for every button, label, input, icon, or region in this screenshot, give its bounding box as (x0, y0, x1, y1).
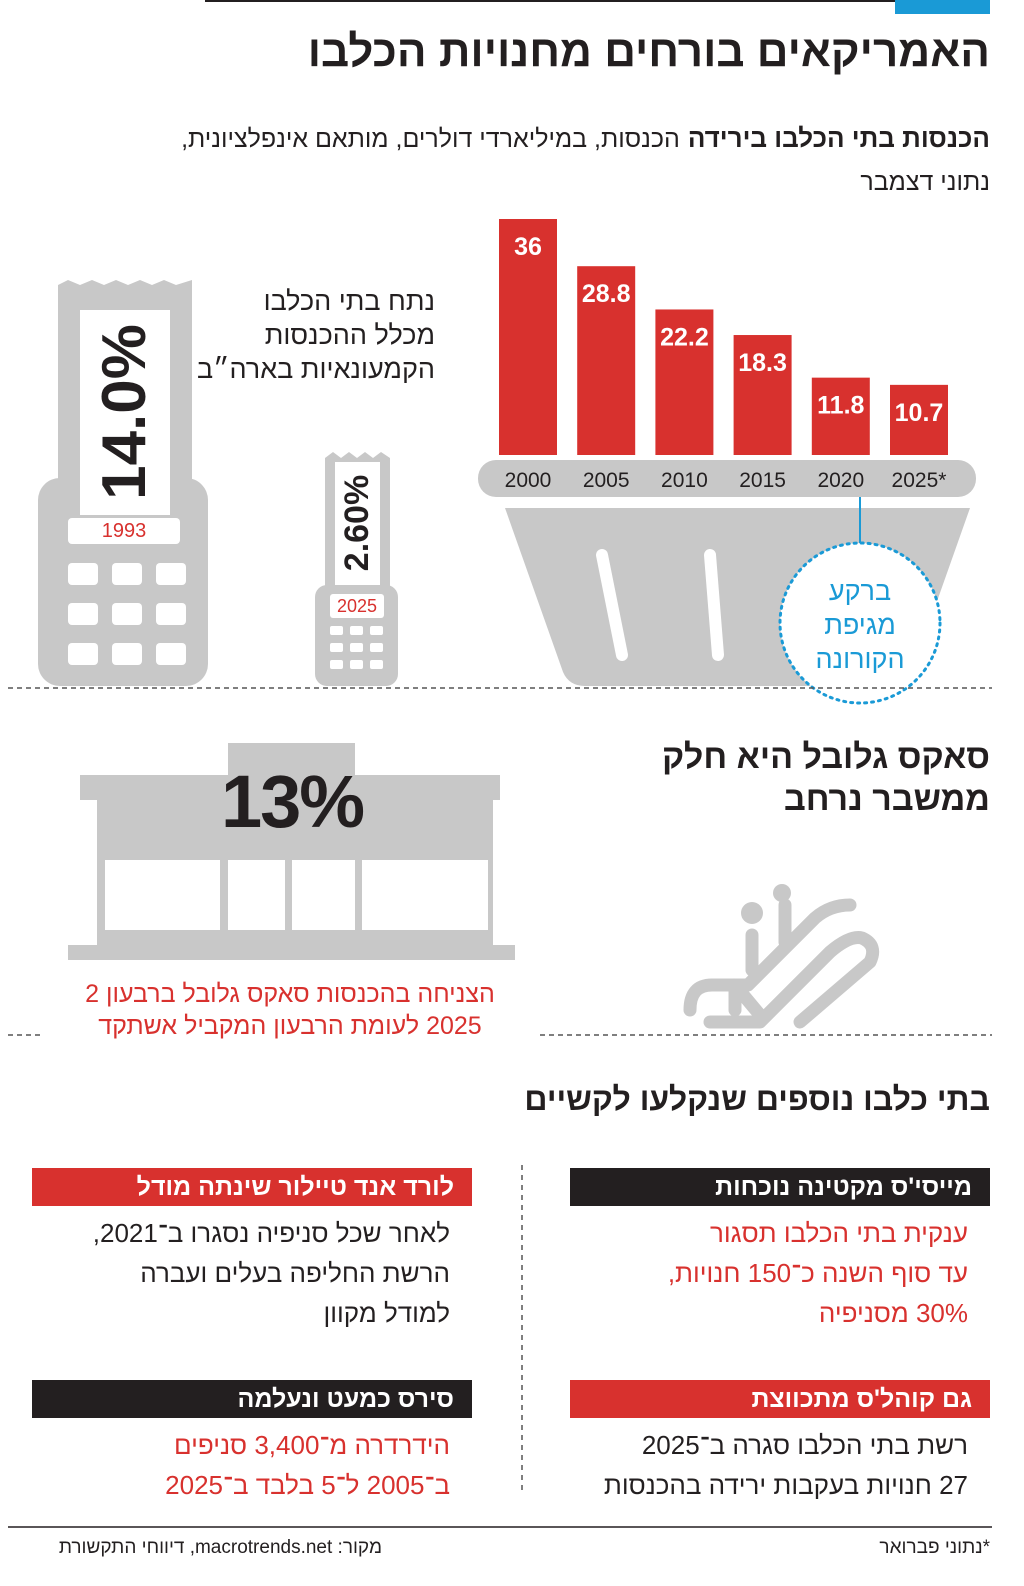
card-title: מייסי'ס מקטינה נוכחות (715, 1173, 972, 1201)
card-text: ב־2005 ל־5 בלבד ב־2025 (165, 1470, 450, 1500)
card-text: למודל מקוון (323, 1298, 450, 1328)
share-year: 2025 (336, 596, 378, 616)
card-title: לורד אנד טיילור שינתה מודל (136, 1173, 454, 1201)
card-text: ענקית בתי הכלבו תסגור (709, 1218, 968, 1248)
value-label: 22.2 (660, 323, 709, 351)
card-text: 27 חנויות בעקבות ירידה בהכנסות (603, 1470, 968, 1500)
title: האמריקאים בורחים מחנויות הכלבו (307, 27, 990, 76)
keypad-small (330, 626, 383, 669)
x-tick-label: 2010 (661, 469, 708, 492)
subtitle: נתוני דצמבר (860, 168, 990, 196)
card-text: לאחר שכל סניפיה נסגרו ב־2021, (92, 1218, 450, 1248)
bar (655, 309, 714, 455)
card-text: 30% מסניפיה (818, 1298, 968, 1328)
annotation: ברקע (828, 576, 892, 606)
card-header (32, 1168, 472, 1206)
x-tick-label: 2020 (817, 469, 864, 492)
bar (811, 377, 870, 455)
x-tick-label: 2015 (739, 469, 786, 492)
value-label: 11.8 (817, 392, 864, 420)
escalator-icon (683, 898, 880, 1029)
card-text: הרשת החליפה בעלים ועברה (140, 1258, 450, 1288)
caption: 2025 לעומת הרבעון המקביל אשתקד (98, 1012, 482, 1040)
card-text: עד סוף השנה כ־150 חנויות, (667, 1258, 968, 1288)
share-year: 1993 (101, 520, 147, 542)
section-heading: ממשבר נרחב (783, 780, 990, 818)
bar (890, 384, 948, 455)
value-label: 10.7 (895, 399, 944, 427)
card-header (570, 1168, 990, 1206)
annotation: הקורונה (815, 644, 905, 674)
card-header (570, 1380, 990, 1418)
escalator-people (741, 884, 791, 924)
card-text: הידרדרה מ־3,400 סניפים (173, 1430, 450, 1460)
section-heading: בתי כלבו נוספים שנקלעו לקשיים (524, 1081, 990, 1117)
caption: הצניחה בהכנסות סאקס גלובל ברבעון 2 (85, 980, 495, 1008)
card-text: רשת בתי הכלבו סגרה ב־2025 (641, 1430, 968, 1460)
share-value: 14.0% (90, 324, 159, 500)
basket-rim (478, 460, 976, 497)
share-label: הקמעונאיות בארה״ב (197, 354, 435, 384)
subtitle-bold: הכנסות בתי הכלבו בירידה (687, 123, 990, 153)
share-label: נתח בתי הכלבו (263, 286, 435, 316)
keypad (68, 563, 186, 665)
share-label: מכלל ההכנסות (264, 320, 435, 350)
value-label: 18.3 (738, 349, 787, 377)
year-box (68, 518, 180, 544)
x-tick-label: 2025* (892, 469, 947, 492)
year-box-small (330, 594, 384, 618)
annotation-circle (778, 541, 942, 705)
top-rule (205, 0, 990, 2)
footer-note: *נתוני פברואר (879, 1537, 990, 1558)
x-tick-label: 2005 (583, 469, 630, 492)
subtitle: הכנסות, במיליארדי דולרים, מותאם אינפלציו… (181, 125, 680, 153)
card-header (32, 1380, 472, 1418)
card-title: סירס כמעט ונעלמה (237, 1385, 454, 1413)
big-number: 13% (220, 760, 365, 843)
annotation: מגיפת (824, 610, 896, 640)
section-heading: סאקס גלובל היא חלק (662, 738, 990, 776)
bar (499, 219, 557, 455)
card-title: גם קוהל'ס מתכווצת (751, 1385, 972, 1413)
store-windows (105, 860, 488, 930)
receipt-inner-small (335, 462, 380, 585)
value-label: 28.8 (582, 280, 631, 308)
receipt-inner (80, 310, 170, 515)
footer-source: מקור: macrotrends.net, דיווחי התקשורת (58, 1537, 382, 1558)
value-label: 36 (514, 233, 542, 261)
x-tick-label: 2000 (505, 469, 552, 492)
bar (577, 266, 636, 455)
bar (733, 335, 792, 455)
top-accent (895, 0, 990, 14)
share-value: 2.60% (338, 474, 376, 572)
